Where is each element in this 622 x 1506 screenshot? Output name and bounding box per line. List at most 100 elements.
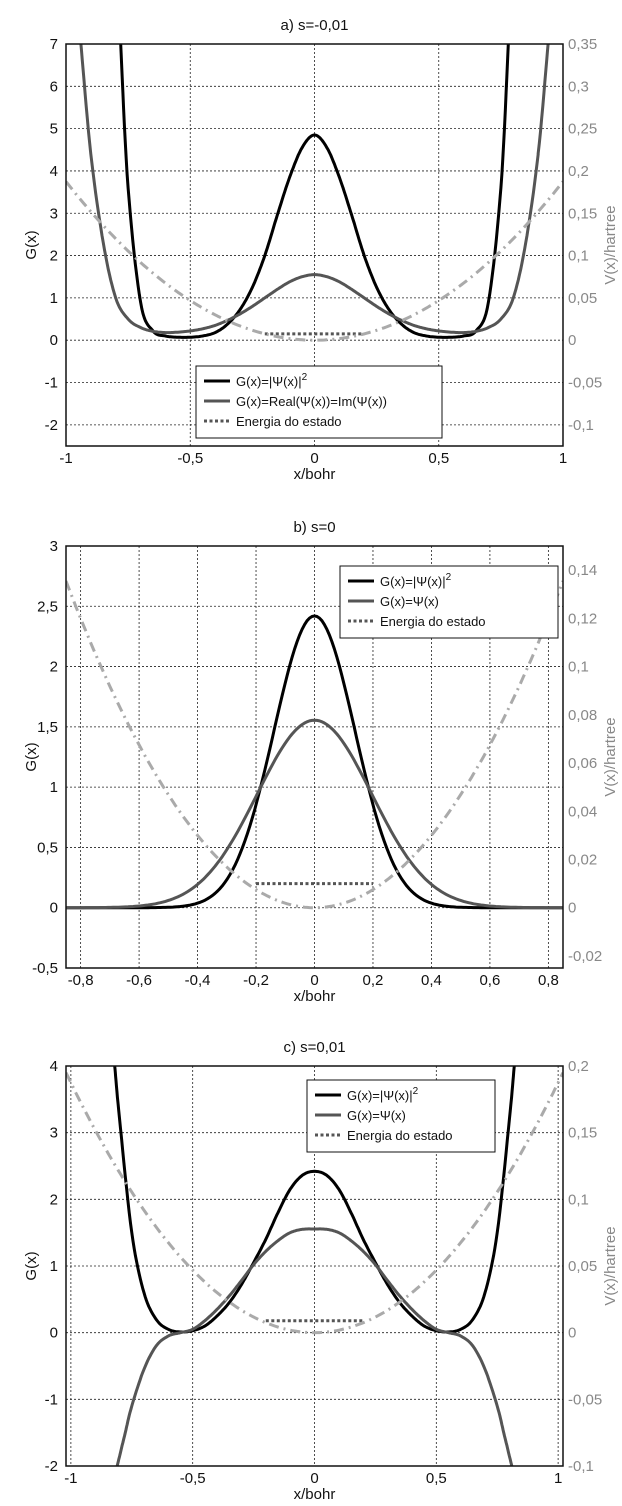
- chart-panel-1: a) s=-0,01-1 -0,5 0 0,5 1-2-101234567-0,1-0,…: [23, 17, 619, 483]
- x-tick-label: -1: [64, 1470, 77, 1487]
- chart-title: c) s=0,01: [283, 1039, 345, 1056]
- x-tick-label: 0,5: [426, 1470, 447, 1487]
- x-tick-label: 1: [554, 1470, 562, 1487]
- x-axis-label: x/bohr: [294, 1486, 336, 1503]
- y-tick-label: 0: [50, 900, 58, 917]
- y2-tick-label: 0,05: [568, 1258, 597, 1275]
- legend: G(x)=|Ψ(x)|2 G(x)=Real(Ψ(x))=Im(Ψ(x)) Ener…: [195, 365, 443, 439]
- y-tick-label: 3: [50, 205, 58, 222]
- y2-tick-label: 0,2: [568, 163, 589, 180]
- y-tick-label: 2: [50, 1191, 58, 1208]
- series-line-4: [66, 180, 563, 342]
- chart-panel-2: b) s=0 -0,8 -0,6 -0,4 -0,2 0 0,2 0,4 0,6 0,8 -0,5 0…: [23, 519, 619, 1005]
- legend-entry: Energia do estado: [347, 1128, 453, 1143]
- series-line-1: [66, 614, 563, 910]
- legend-entry: G(x)=Ψ(x): [380, 594, 439, 609]
- x-tick-label: -0,2: [243, 972, 269, 989]
- x-axis-label: x/bohr: [294, 988, 336, 1005]
- y-tick-label: 4: [50, 1058, 58, 1075]
- legend-entry: G(x)=|Ψ(x)|2: [347, 1086, 419, 1103]
- y2-tick-label: 0,15: [568, 1125, 597, 1142]
- x-tick-label: 0,8: [538, 972, 559, 989]
- y2-tick-label: 0,12: [568, 610, 597, 627]
- plot-area: [66, 580, 563, 910]
- y-tick-label: -1: [45, 1391, 58, 1408]
- series-line-1: [113, 1066, 516, 1334]
- y2-tick-label: 0,02: [568, 851, 597, 868]
- y-axis-label: G(x): [23, 742, 40, 771]
- series-line-1: [119, 44, 510, 339]
- x-tick-label: -0,6: [126, 972, 152, 989]
- y2-tick-label: 0: [568, 1325, 576, 1342]
- x-axis-label: x/bohr: [294, 466, 336, 483]
- plot-frame: [65, 1065, 564, 1467]
- x-tick-label: 0,2: [363, 972, 384, 989]
- plot-area: [66, 44, 563, 342]
- y2-tick-label: 0,1: [568, 248, 589, 265]
- y2-tick-label: 0,14: [568, 562, 597, 579]
- y-tick-label: -2: [45, 417, 58, 434]
- y2-tick-label: 0,04: [568, 803, 597, 820]
- y2-tick-label: 0,1: [568, 659, 589, 676]
- x-tick-label: 1: [559, 450, 567, 467]
- x-tick-label: 0: [310, 1470, 318, 1487]
- x-tick-label: 0,5: [428, 450, 449, 467]
- y-tick-label: 0,5: [37, 839, 58, 856]
- y-tick-label: 3: [50, 1125, 58, 1142]
- y2-tick-label: 0: [568, 900, 576, 917]
- plot-area: [66, 1066, 563, 1466]
- series-line-4: [66, 1071, 563, 1335]
- y-tick-label: 1: [50, 290, 58, 307]
- y-tick-label: 1: [50, 1258, 58, 1275]
- y-tick-label: 2: [50, 248, 58, 265]
- y2-tick-label: 0,1: [568, 1191, 589, 1208]
- y2-tick-label: 0,05: [568, 290, 597, 307]
- y2-tick-label: -0,1: [568, 1458, 594, 1475]
- x-tick-label: -1: [59, 450, 72, 467]
- series-line-2: [115, 1227, 514, 1466]
- y2-tick-label: 0,3: [568, 78, 589, 95]
- y2-tick-label: -0,05: [568, 1391, 602, 1408]
- legend-entry: G(x)=Ψ(x): [347, 1108, 406, 1123]
- plot-frame: [65, 43, 564, 447]
- legend: G(x)=|Ψ(x)|2 G(x)=Ψ(x) Energia do estado: [306, 1079, 496, 1153]
- y-axis-label: G(x): [23, 230, 40, 259]
- x-tick-label: -0,5: [177, 450, 203, 467]
- y2-tick-label: 0,08: [568, 707, 597, 724]
- legend-box: [195, 365, 443, 439]
- y-tick-label: 0: [50, 332, 58, 349]
- x-tick-label: -0,8: [68, 972, 94, 989]
- legend-entry: Energia do estado: [236, 414, 342, 429]
- y2-tick-label: 0,2: [568, 1058, 589, 1075]
- x-tick-label: -0,4: [185, 972, 211, 989]
- y-tick-label: -2: [45, 1458, 58, 1475]
- y2-tick-label: -0,1: [568, 417, 594, 434]
- x-tick-label: 0: [310, 972, 318, 989]
- y2-tick-label: 0,06: [568, 755, 597, 772]
- y2-axis-label: V(x)/hartree: [602, 1226, 619, 1305]
- x-tick-label: -0,5: [180, 1470, 206, 1487]
- y-tick-label: 1: [50, 779, 58, 796]
- y-tick-label: 5: [50, 121, 58, 138]
- y-tick-label: 4: [50, 163, 58, 180]
- chart-title: b) s=0: [293, 519, 335, 536]
- y2-tick-label: -0,02: [568, 948, 602, 965]
- y-tick-label: 7: [50, 36, 58, 53]
- x-tick-label: 0,6: [479, 972, 500, 989]
- chart-title: a) s=-0,01: [281, 17, 349, 34]
- legend-entry: G(x)=|Ψ(x)|2: [380, 572, 452, 589]
- y-tick-label: -1: [45, 375, 58, 392]
- y2-tick-label: -0,05: [568, 375, 602, 392]
- chart-panel-3: c) s=0,01 -1 -0,5 0 0,5 1 -2 -1 0 1 2 3 4 -0,1 -0,05 0 0…: [23, 1039, 619, 1503]
- legend: G(x)=|Ψ(x)|2 G(x)=Ψ(x) Energia do estado: [339, 565, 559, 639]
- y2-tick-label: 0,25: [568, 121, 597, 138]
- legend-entry: G(x)=|Ψ(x)|2: [236, 372, 308, 389]
- y-axis-label: G(x): [23, 1251, 40, 1280]
- x-tick-label: 0: [310, 450, 318, 467]
- y-tick-label: 0: [50, 1325, 58, 1342]
- y2-tick-label: 0: [568, 332, 576, 349]
- legend-box: [339, 565, 559, 639]
- y-tick-label: 2: [50, 659, 58, 676]
- series-line-4: [66, 580, 563, 910]
